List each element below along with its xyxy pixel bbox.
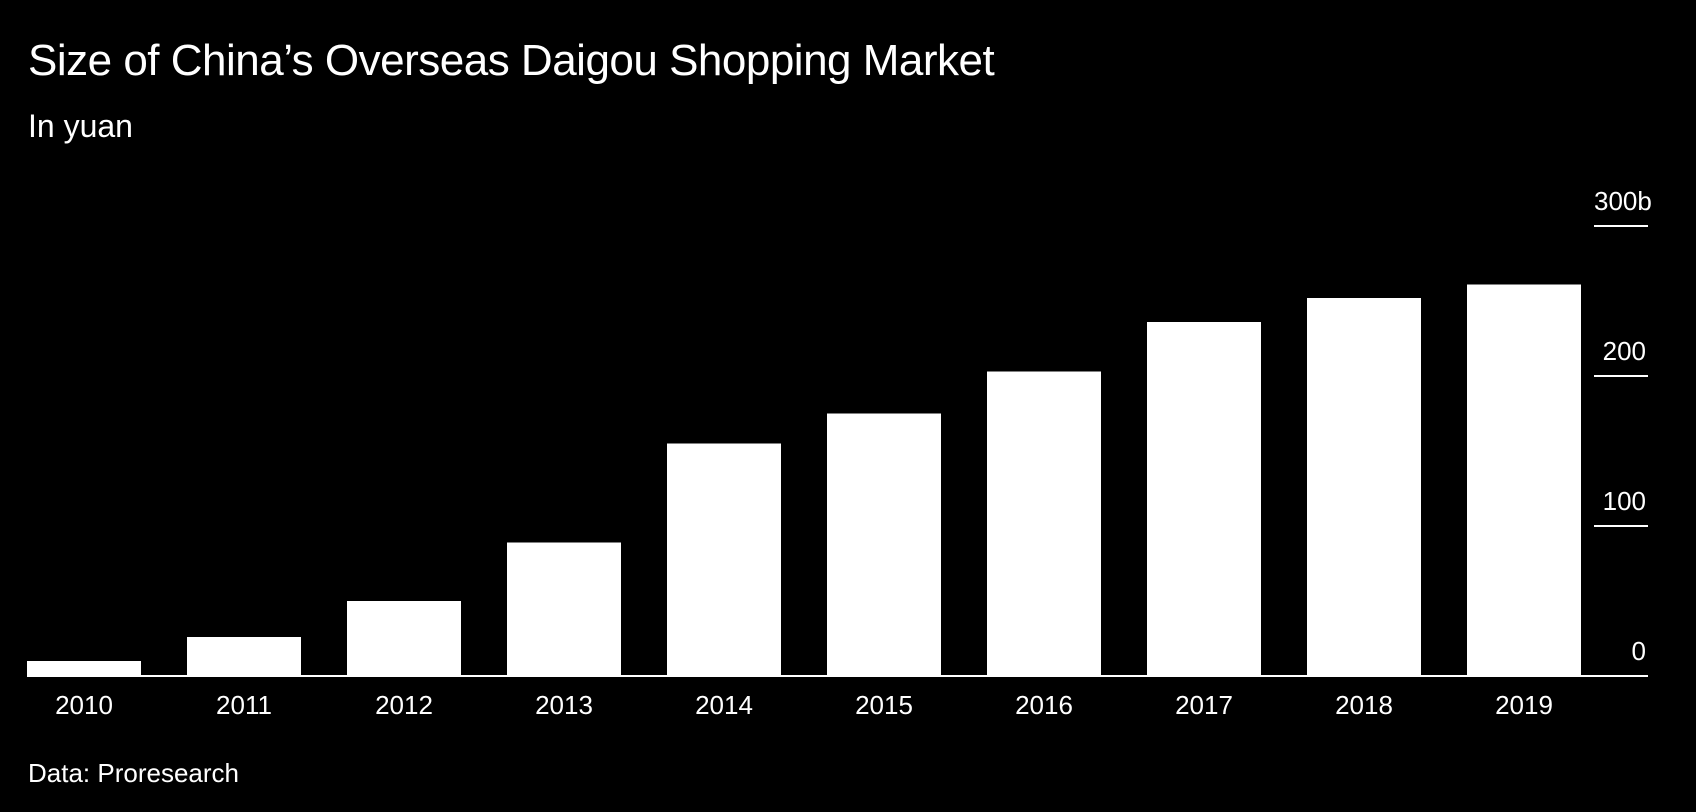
y-tick-label: 200 bbox=[1603, 336, 1646, 366]
bar-2012 bbox=[347, 601, 461, 676]
x-tick-label: 2014 bbox=[695, 690, 753, 720]
bar-2018 bbox=[1307, 298, 1421, 676]
x-tick-label: 2019 bbox=[1495, 690, 1553, 720]
chart-subtitle: In yuan bbox=[28, 108, 133, 144]
x-tick-label: 2011 bbox=[216, 690, 272, 720]
bar-2016 bbox=[987, 371, 1101, 676]
bar-2019 bbox=[1467, 284, 1581, 676]
x-tick-label: 2013 bbox=[535, 690, 593, 720]
y-tick-label: 300b bbox=[1594, 186, 1652, 216]
bars-group bbox=[27, 284, 1581, 676]
x-tick-label: 2017 bbox=[1175, 690, 1233, 720]
x-tick-label: 2012 bbox=[375, 690, 433, 720]
y-tick-label: 0 bbox=[1632, 636, 1646, 666]
bar-2015 bbox=[827, 413, 941, 676]
x-tick-label: 2010 bbox=[55, 690, 113, 720]
bar-2017 bbox=[1147, 322, 1261, 676]
x-tick-label: 2015 bbox=[855, 690, 913, 720]
x-tick-label: 2016 bbox=[1015, 690, 1073, 720]
y-tick-label: 100 bbox=[1603, 486, 1646, 516]
data-source: Data: Proresearch bbox=[28, 758, 239, 788]
bar-2014 bbox=[667, 443, 781, 676]
chart-title: Size of China’s Overseas Daigou Shopping… bbox=[28, 36, 995, 85]
y-axis: 0 100 200 300b bbox=[1594, 186, 1652, 666]
x-axis: 2010 2011 2012 2013 2014 2015 2016 2017 2018 2019 bbox=[27, 675, 1648, 720]
bar-2010 bbox=[27, 661, 141, 676]
x-tick-label: 2018 bbox=[1335, 690, 1393, 720]
bar-2011 bbox=[187, 637, 301, 676]
bar-2013 bbox=[507, 542, 621, 676]
